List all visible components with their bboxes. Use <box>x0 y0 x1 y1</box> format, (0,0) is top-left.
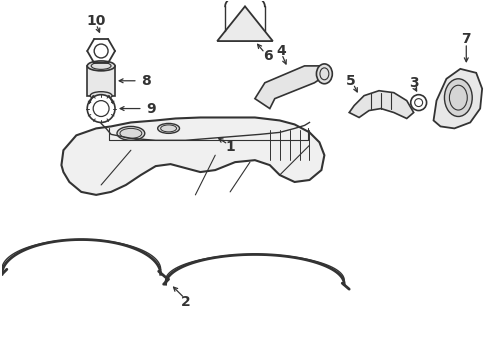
Text: 6: 6 <box>263 49 272 63</box>
Ellipse shape <box>317 64 332 84</box>
Text: 4: 4 <box>277 44 287 58</box>
Text: 7: 7 <box>462 32 471 46</box>
Ellipse shape <box>444 79 472 117</box>
Circle shape <box>411 95 427 111</box>
Text: 10: 10 <box>86 14 106 28</box>
Text: 8: 8 <box>141 74 150 88</box>
Text: 9: 9 <box>146 102 155 116</box>
Text: 2: 2 <box>181 295 190 309</box>
Ellipse shape <box>87 61 115 71</box>
Text: 5: 5 <box>346 74 356 88</box>
Text: 1: 1 <box>225 140 235 154</box>
Polygon shape <box>217 6 273 41</box>
Polygon shape <box>61 117 324 195</box>
Ellipse shape <box>90 92 112 100</box>
Polygon shape <box>87 66 115 96</box>
Text: 3: 3 <box>409 76 418 90</box>
Ellipse shape <box>158 123 179 133</box>
Polygon shape <box>349 91 414 118</box>
Circle shape <box>87 95 115 122</box>
Ellipse shape <box>117 126 145 140</box>
Polygon shape <box>255 66 329 109</box>
Polygon shape <box>434 69 482 129</box>
